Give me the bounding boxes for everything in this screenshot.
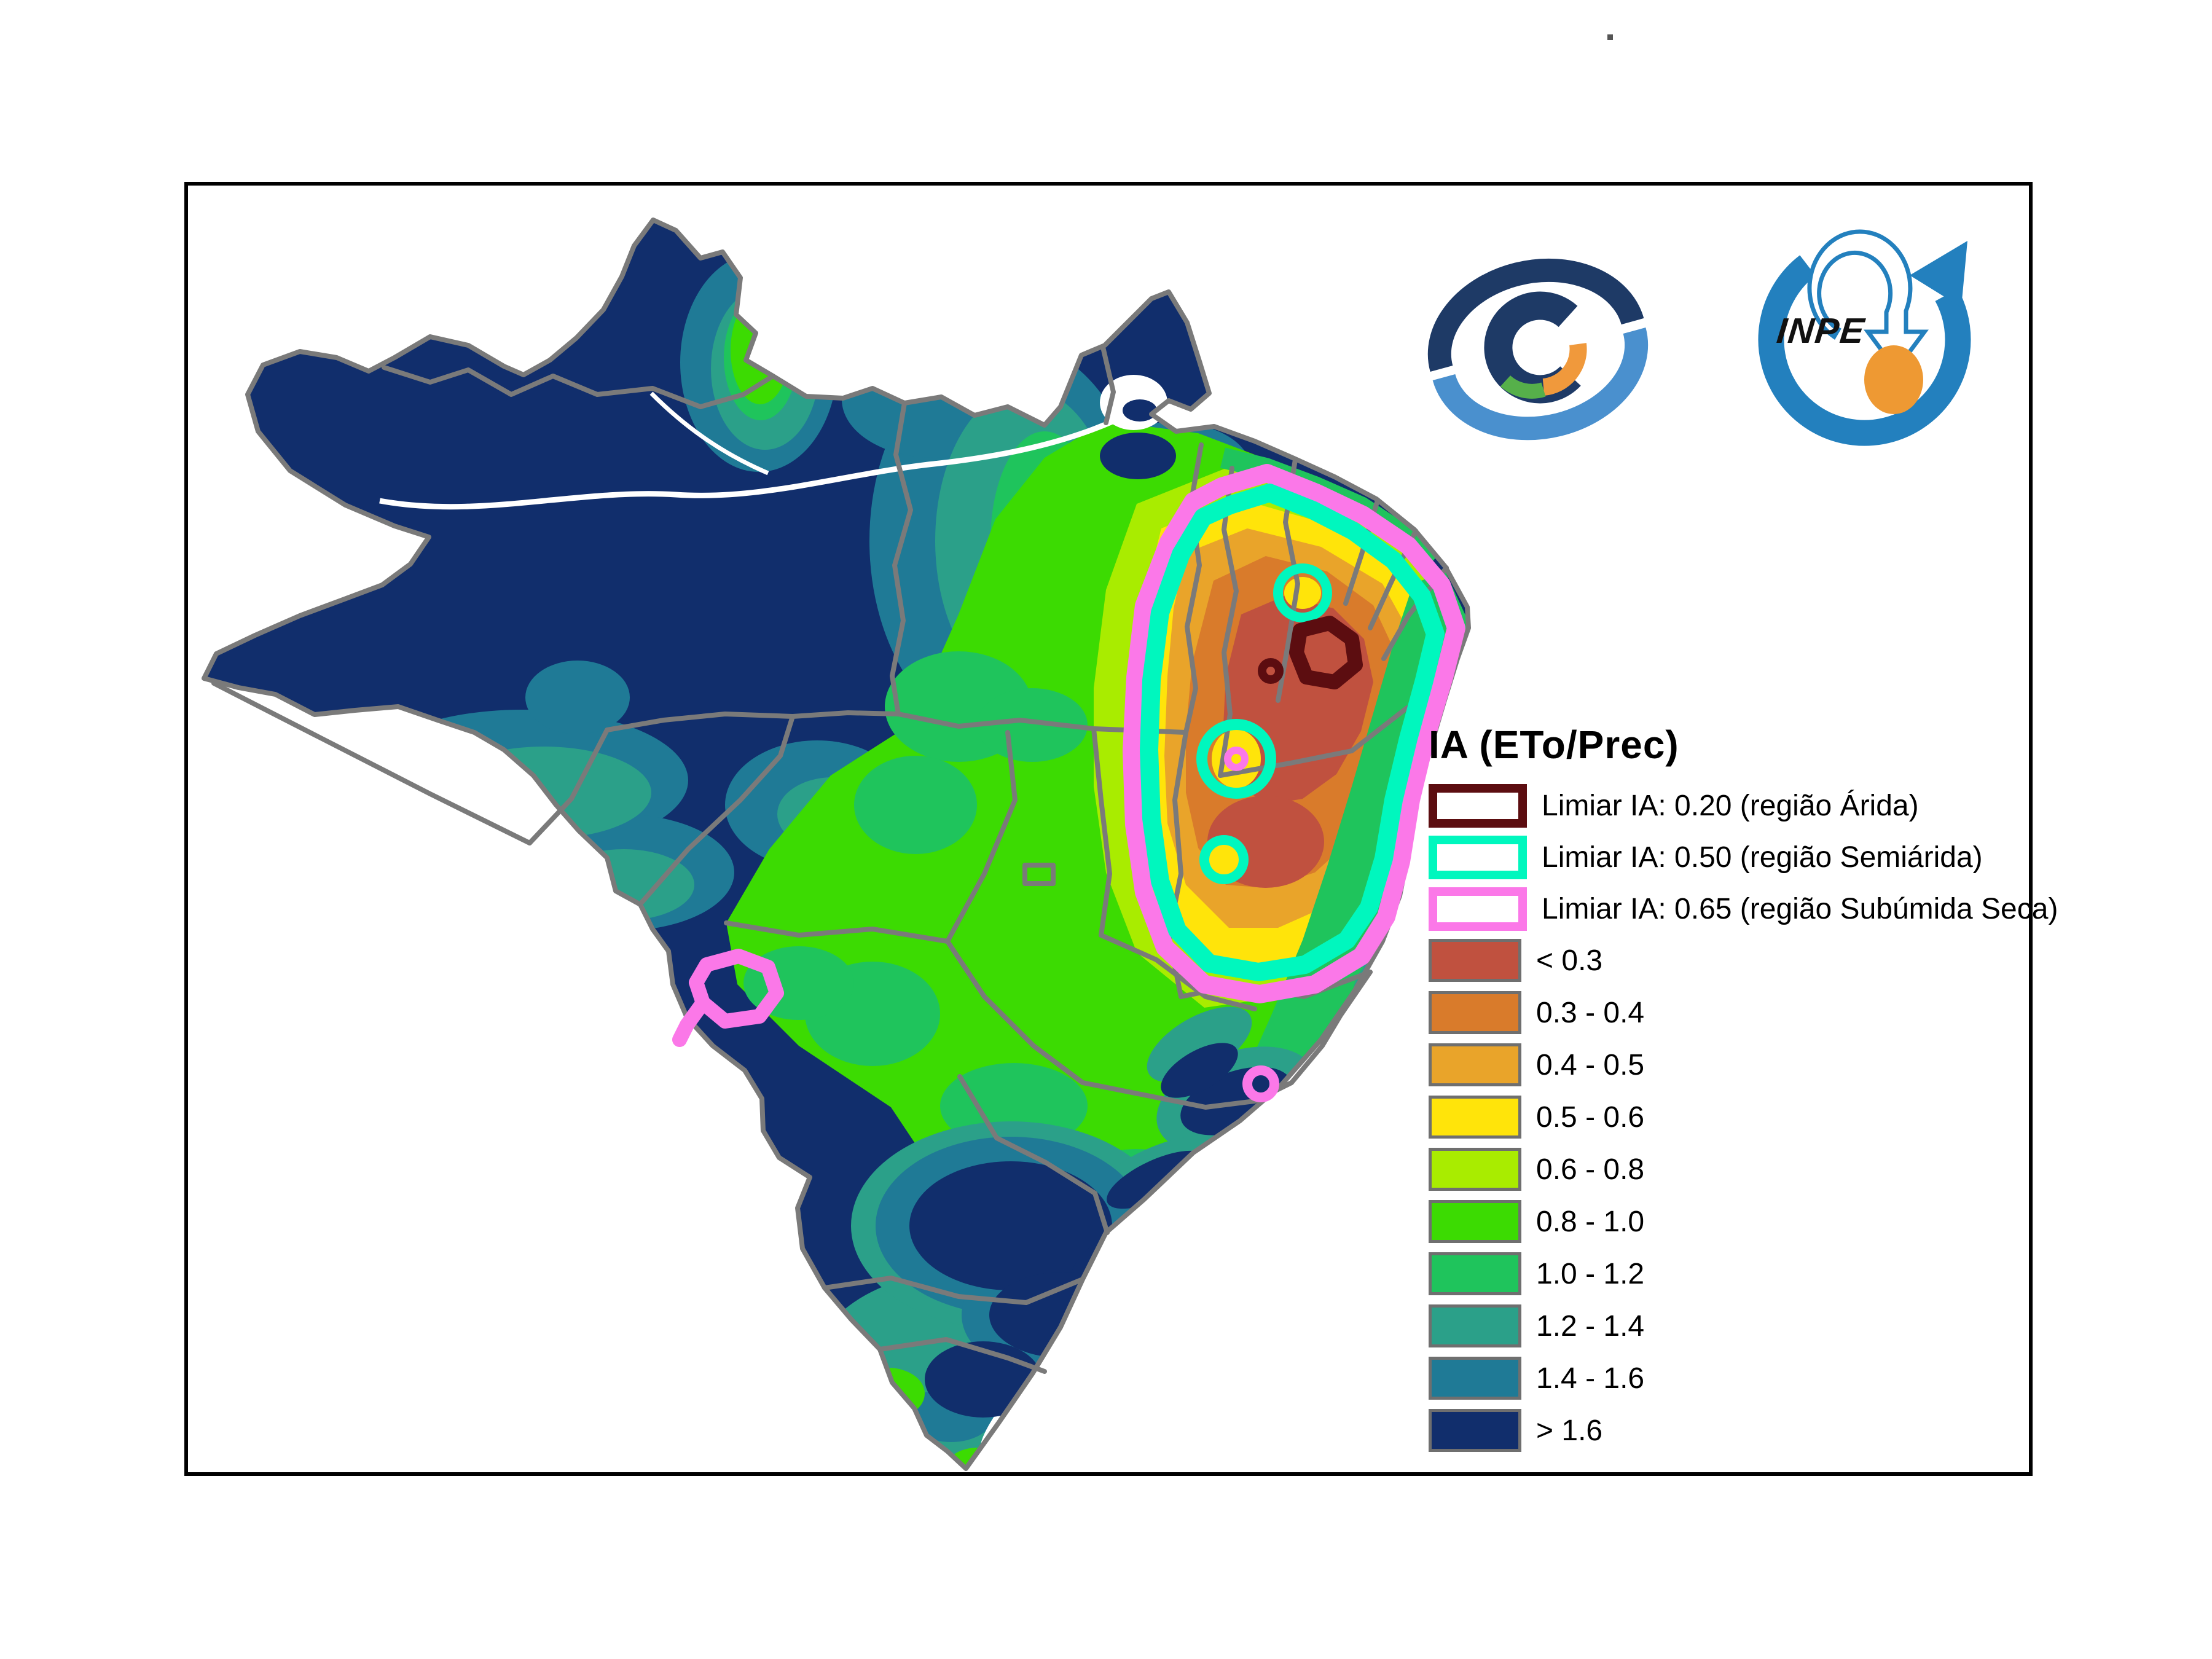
contour-subumida: [672, 464, 1465, 1102]
legend-class-row: 0.8 - 1.0: [1429, 1200, 2049, 1243]
legend-threshold-arida: Limiar IA: 0.20 (região Árida): [1429, 784, 2049, 828]
cemaden-eye-logo: [1427, 258, 1649, 441]
legend-class-row: 0.4 - 0.5: [1429, 1043, 2049, 1086]
threshold-label: Limiar IA: 0.50 (região Semiárida): [1542, 841, 1983, 874]
inpe-logo-text: INPE: [1775, 311, 1867, 351]
threshold-label: Limiar IA: 0.20 (região Árida): [1542, 790, 1919, 822]
legend-class-row: 1.2 - 1.4: [1429, 1304, 2049, 1347]
class-label: 0.3 - 0.4: [1536, 996, 1645, 1029]
marajo-island: [1123, 399, 1157, 422]
contour-arida: [1258, 616, 1363, 689]
legend-class-row: < 0.3: [1429, 939, 2049, 982]
class-swatch: [1429, 1357, 1521, 1400]
subumida-contour-swatch: [1429, 887, 1527, 931]
class-swatch: [1429, 1304, 1521, 1347]
legend-title: IA (ETo/Prec): [1429, 723, 1679, 767]
legend: IA (ETo/Prec) Limiar IA: 0.20 (região Ár…: [1429, 720, 2058, 1461]
legend-class-row: > 1.6: [1429, 1409, 2049, 1452]
class-label: > 1.6: [1536, 1414, 1603, 1447]
class-label: < 0.3: [1536, 944, 1603, 977]
contour-semiarida: [1140, 484, 1445, 981]
no-data-water: [379, 391, 1137, 510]
class-swatch: [1429, 1096, 1521, 1139]
class-swatch: [1429, 991, 1521, 1034]
class-label: 0.8 - 1.0: [1536, 1205, 1645, 1238]
class-label: 0.5 - 0.6: [1536, 1100, 1645, 1134]
legend-threshold-semiarida: Limiar IA: 0.50 (região Semiárida): [1429, 836, 2049, 879]
class-label: 0.4 - 0.5: [1536, 1048, 1645, 1081]
class-label: 0.6 - 0.8: [1536, 1153, 1645, 1186]
map-frame: [184, 182, 2033, 1476]
class-label: 1.0 - 1.2: [1536, 1257, 1645, 1290]
class-label: 1.2 - 1.4: [1536, 1309, 1645, 1343]
class-swatch: [1429, 939, 1521, 982]
legend-class-row: 1.0 - 1.2: [1429, 1252, 2049, 1295]
legend-threshold-subumida: Limiar IA: 0.65 (região Subúmida Seca): [1429, 887, 2058, 931]
legend-class-row: 0.6 - 0.8: [1429, 1148, 2049, 1191]
inpe-logo: [1758, 229, 1971, 446]
class-swatch: [1429, 1252, 1521, 1295]
semiarida-contour-swatch: [1429, 836, 1527, 879]
class-label: 1.4 - 1.6: [1536, 1362, 1645, 1395]
legend-class-row: 0.3 - 0.4: [1429, 991, 2049, 1034]
threshold-label: Limiar IA: 0.65 (região Subúmida Seca): [1542, 893, 2058, 925]
artifact-dot: [1607, 34, 1613, 40]
class-swatch: [1429, 1409, 1521, 1452]
class-swatch: [1429, 1043, 1521, 1086]
legend-class-row: 0.5 - 0.6: [1429, 1096, 2049, 1139]
class-swatch: [1429, 1148, 1521, 1191]
brazil-outline: [202, 218, 1471, 1471]
legend-class-row: 1.4 - 1.6: [1429, 1357, 2049, 1400]
raster-layers: [204, 220, 1469, 1469]
arida-contour-swatch: [1429, 784, 1527, 828]
class-swatch: [1429, 1200, 1521, 1243]
